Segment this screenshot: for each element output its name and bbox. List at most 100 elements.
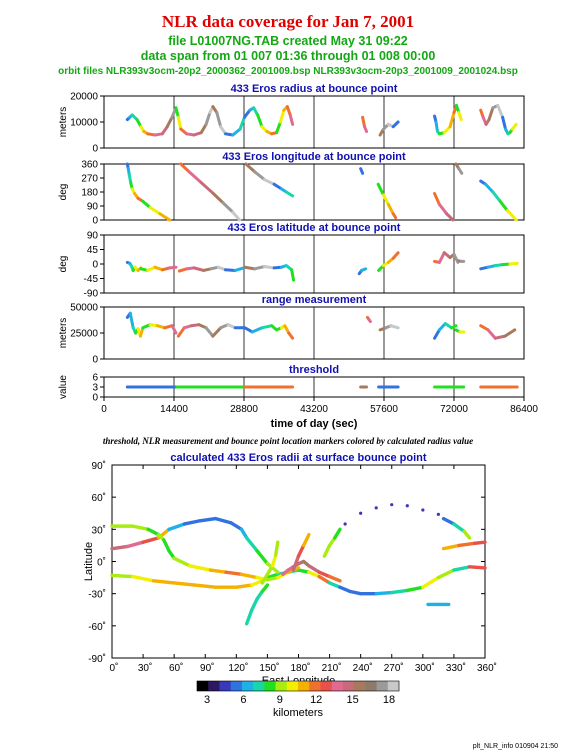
track-segment: [467, 565, 487, 570]
track-segment: [162, 538, 171, 553]
data-segment: [510, 122, 518, 131]
data-segment: [221, 201, 235, 214]
y-tick-label: 3: [92, 383, 98, 394]
data-segment: [168, 265, 178, 270]
y-tick-label: 45: [87, 245, 99, 256]
track-segment: [374, 590, 394, 596]
colorbar-swatch: [320, 681, 333, 691]
colorbar-swatch: [230, 681, 243, 691]
colorbar-tick-label: 3: [204, 694, 210, 706]
data-segment: [158, 212, 172, 222]
track-segment: [274, 540, 280, 557]
x-tick-label: 180˚: [290, 662, 310, 674]
data-segment: [359, 167, 365, 175]
data-segment: [141, 199, 152, 210]
colorbar-swatch: [331, 681, 344, 691]
colorbar-swatch: [387, 681, 400, 691]
y-tick-label: 25000: [70, 329, 98, 340]
data-segment: [174, 106, 180, 119]
y-tick-label: 0: [92, 355, 98, 366]
data-segment: [503, 328, 517, 338]
data-segment: [448, 111, 456, 129]
x-tick-label: 120˚: [228, 662, 248, 674]
track-segment: [250, 579, 264, 587]
panel-title: 433 Eros longitude at bounce point: [222, 151, 406, 163]
x-tick-label: 270˚: [384, 662, 404, 674]
track-segment: [270, 553, 278, 568]
track-segment: [405, 585, 425, 593]
track-segment: [172, 556, 192, 568]
y-tick-label: 360: [81, 160, 98, 171]
track-segment: [131, 574, 156, 583]
y-tick-label: -60˚: [88, 621, 106, 633]
figure-caption: threshold, NLR measurement and bounce po…: [102, 436, 474, 446]
data-segment: [433, 328, 441, 340]
y-axis-label: deg: [58, 184, 69, 201]
data-segment: [361, 115, 367, 129]
x-tick-label: 43200: [300, 404, 328, 415]
panel-3: range measurement 50000 25000 0 meters: [58, 294, 525, 366]
track-point: [436, 512, 440, 516]
colorbar-swatch: [197, 681, 209, 691]
data-segment: [457, 167, 464, 175]
data-segment: [484, 182, 495, 194]
x-tick-label: 72000: [440, 404, 468, 415]
file-info-line: file L01007NG.TAB created May 31 09:22: [168, 34, 408, 48]
data-segment: [244, 162, 257, 174]
y-tick-label: 90: [87, 202, 99, 213]
track-segment: [188, 564, 213, 572]
track-segment: [172, 581, 197, 587]
y-tick-label: 30˚: [92, 524, 106, 536]
panel-1: 433 Eros longitude at bounce point 360 270…: [58, 151, 525, 227]
data-segment: [211, 326, 223, 338]
y-tick-label: 90˚: [92, 460, 106, 472]
y-tick-label: 0: [92, 260, 98, 271]
data-segment: [450, 324, 458, 330]
track-point: [374, 506, 378, 510]
track-segment: [390, 588, 409, 595]
map-frame: [111, 464, 486, 659]
x-tick-label: 240˚: [353, 662, 373, 674]
colorbar-tick-label: 18: [383, 694, 395, 706]
colorbar-swatch: [376, 681, 389, 691]
track-segment: [296, 543, 306, 558]
data-segment: [192, 266, 206, 272]
y-tick-label: -90˚: [88, 653, 106, 665]
y-tick-label: 90: [87, 231, 99, 242]
track-segment: [244, 608, 254, 626]
y-axis-label: value: [58, 375, 69, 399]
data-segment: [508, 261, 519, 266]
colorbar-swatch: [354, 681, 366, 691]
time-series-panels: 433 Eros radius at bounce point 20000 1000…: [58, 83, 538, 430]
data-segment: [288, 113, 295, 126]
colorbar-swatch: [298, 681, 310, 691]
track-segment: [472, 540, 487, 545]
y-tick-label: 60˚: [92, 492, 106, 504]
y-tick-label: 0: [92, 144, 98, 155]
colorbar-swatch: [286, 681, 299, 691]
data-segment: [253, 265, 266, 271]
data-segment: [496, 103, 505, 119]
x-tick-label: 90˚: [200, 662, 214, 674]
track-segment: [327, 581, 342, 589]
page-title: NLR data coverage for Jan 7, 2001: [161, 12, 415, 31]
x-tick-label: 0: [101, 404, 107, 415]
x-tick-label: 14400: [160, 404, 188, 415]
x-axis-label: time of day (sec): [271, 418, 358, 430]
track-segment: [333, 527, 342, 540]
y-tick-label: 180: [81, 188, 98, 199]
panel-title: 433 Eros radius at bounce point: [231, 83, 398, 95]
data-segment: [434, 120, 439, 133]
data-segment: [211, 192, 225, 205]
data-segment: [437, 251, 446, 264]
data-segment: [275, 120, 282, 135]
orbit-files-line: orbit files NLR393v3ocm-20p2_2000362_200…: [58, 66, 518, 77]
track-segment: [457, 541, 477, 548]
data-segment: [391, 251, 400, 260]
track-segment: [182, 519, 202, 526]
data-segment: [231, 210, 242, 222]
y-tick-label: 10000: [70, 118, 98, 129]
panel-4: threshold 630 value 0 14400 28800 43200 57600 72…: [58, 364, 538, 430]
track-segment: [198, 516, 218, 523]
data-segment: [491, 190, 502, 203]
